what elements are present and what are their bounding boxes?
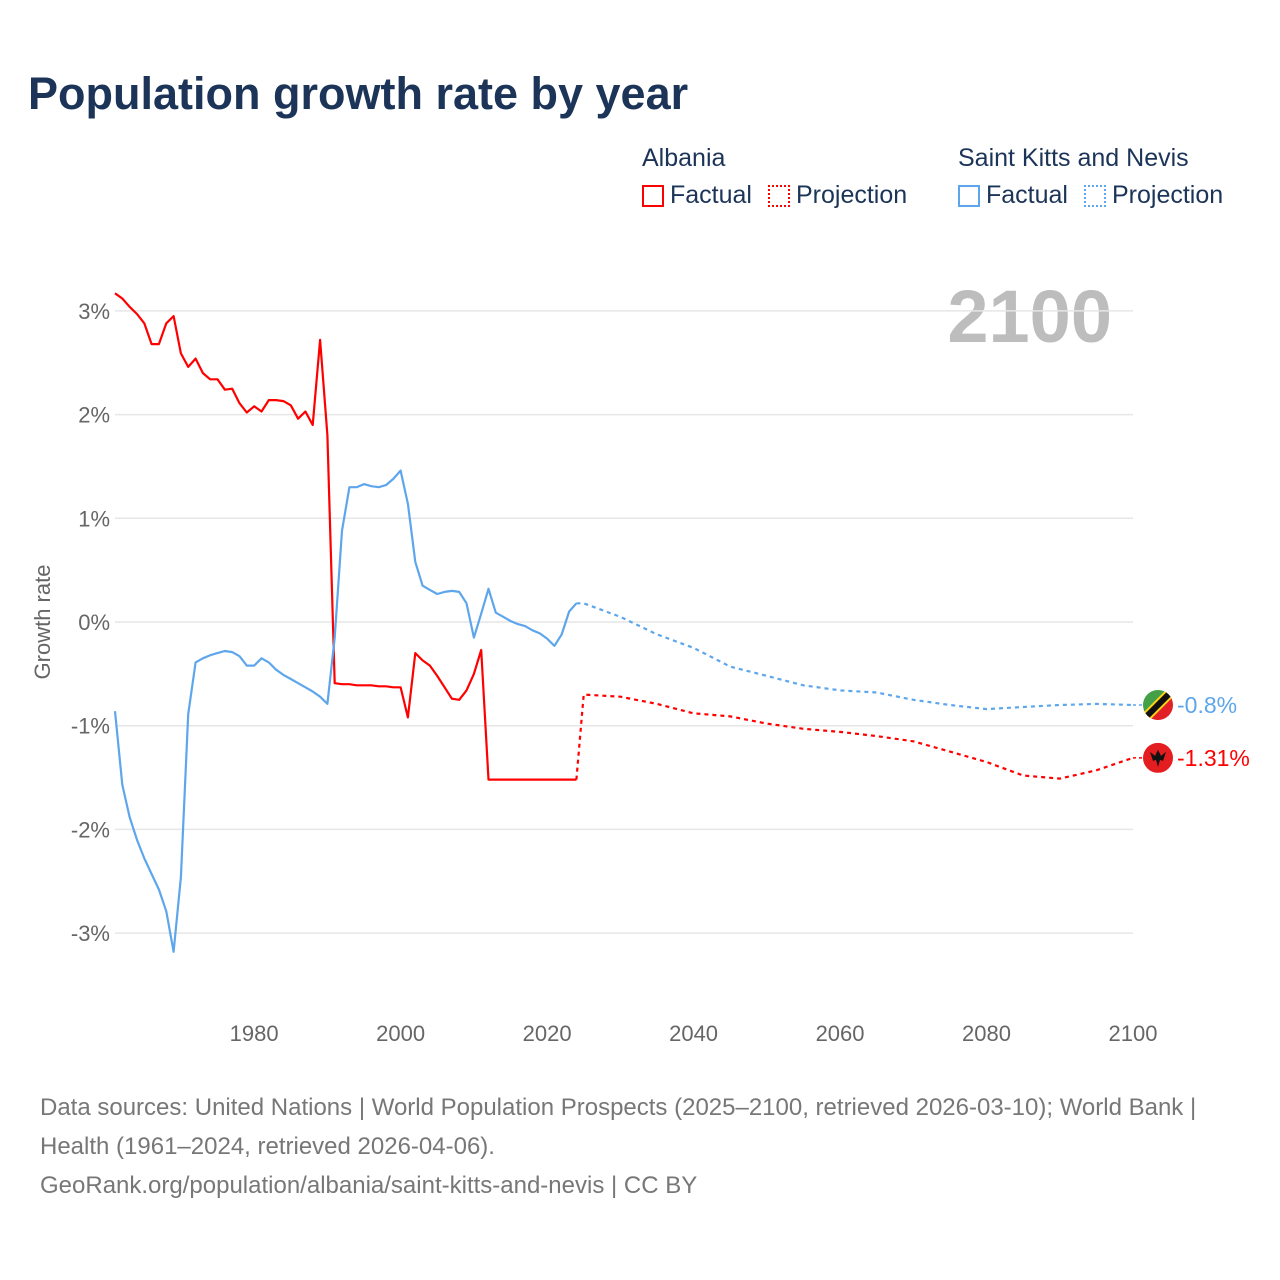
legend-label: Projection [795,181,908,209]
data-sources: Data sources: United Nations | World Pop… [40,1094,1197,1160]
x-tick-label: 1980 [230,1021,279,1046]
albania-flag-icon [1143,742,1173,773]
legend-label: Factual [986,181,1068,209]
legend-swatch-dotted [767,184,790,207]
line-saint-kitts-projection [576,602,1134,711]
legend-swatch-solid [642,184,664,207]
end-value-label: -0.8% [1177,692,1237,718]
y-tick-label: -3% [71,921,110,946]
legend-label: Factual [670,181,752,209]
source-url[interactable]: GeoRank.org/population/albania/saint-kit… [40,1172,698,1199]
y-tick-label: 1% [78,506,110,531]
y-tick-label: -2% [71,817,110,842]
x-tick-label: 2000 [376,1021,425,1046]
flag-body [1143,742,1173,773]
legend-albania: Albania Factual Projection [642,144,907,210]
y-tick-label: 2% [78,403,110,428]
legend-swatch-dotted [1083,184,1106,207]
legend-swatch-solid [958,184,980,207]
page-title: Population growth rate by year [28,68,689,119]
legend-group-name: Saint Kitts and Nevis [958,144,1189,172]
legend-group-name: Albania [642,144,726,172]
line-saint-kitts-factual [113,469,578,953]
x-tick-label: 2020 [523,1021,572,1046]
y-axis-label: Growth rate [30,565,55,680]
footer: Data sources: United Nations | World Pop… [40,1088,1240,1205]
y-tick-label: 0% [78,610,110,635]
saint-kitts-flag-icon [1143,689,1173,720]
legend-skn-projection[interactable]: Projection [1083,181,1224,210]
x-tick-label: 2040 [669,1021,718,1046]
flag-body [1143,689,1173,720]
end-value-label: -1.31% [1177,745,1250,771]
x-tick-label: 2100 [1109,1021,1158,1046]
x-tick-label: 2060 [816,1021,865,1046]
line-albania-projection [575,693,1134,780]
line-albania-factual [114,292,577,781]
legend-albania-factual[interactable]: Factual [642,181,752,210]
legend-albania-projection[interactable]: Projection [767,181,908,210]
y-tick-label: -1% [71,714,110,739]
legend-saint-kitts: Saint Kitts and Nevis Factual Projection [958,144,1223,210]
y-tick-label: 3% [78,299,110,324]
legend-skn-factual[interactable]: Factual [958,181,1068,210]
x-tick-label: 2080 [962,1021,1011,1046]
year-display: 2100 [947,275,1112,358]
eagle-icon [1150,749,1166,767]
flag-black [1143,689,1173,720]
legend-label: Projection [1111,181,1224,209]
